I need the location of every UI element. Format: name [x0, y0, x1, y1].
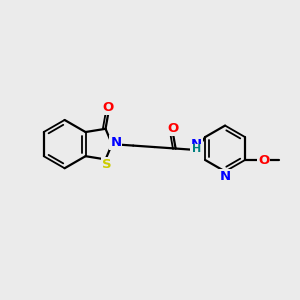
- Text: N: N: [110, 136, 122, 149]
- Text: O: O: [167, 122, 178, 135]
- Text: O: O: [103, 101, 114, 114]
- Text: N: N: [220, 170, 231, 183]
- Text: H: H: [192, 144, 201, 154]
- Text: N: N: [191, 138, 202, 151]
- Text: H: H: [192, 144, 201, 154]
- Text: N: N: [220, 170, 231, 183]
- Text: N: N: [110, 136, 122, 149]
- Text: O: O: [258, 154, 269, 166]
- Text: N: N: [191, 138, 202, 151]
- Text: O: O: [103, 101, 114, 114]
- Text: S: S: [102, 158, 112, 171]
- Text: O: O: [167, 122, 178, 135]
- Text: S: S: [102, 158, 112, 171]
- Text: O: O: [258, 154, 269, 166]
